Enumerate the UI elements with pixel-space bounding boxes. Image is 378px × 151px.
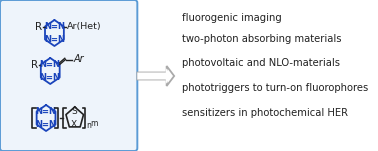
Text: n: n [86,121,91,130]
Text: m: m [90,119,98,128]
Text: N=N: N=N [44,35,65,44]
Polygon shape [137,66,174,86]
Text: N=N: N=N [44,22,65,31]
Text: phototriggers to turn-on fluorophores: phototriggers to turn-on fluorophores [182,83,368,93]
Text: N=N: N=N [36,107,57,116]
FancyBboxPatch shape [0,0,137,151]
Text: photovoltaic and NLO-materials: photovoltaic and NLO-materials [182,58,340,68]
Text: R: R [36,21,42,32]
Text: X: X [71,120,77,129]
Text: two-photon absorbing materials: two-photon absorbing materials [182,34,341,44]
Text: N=N: N=N [40,60,61,69]
Polygon shape [137,68,172,84]
Text: N=N: N=N [40,73,61,82]
Text: Ar(Het): Ar(Het) [67,22,102,31]
Text: R: R [31,59,38,69]
Text: N=N: N=N [36,120,57,129]
Text: Ar: Ar [73,55,84,64]
Text: sensitizers in photochemical HER: sensitizers in photochemical HER [182,108,348,118]
Text: fluorogenic imaging: fluorogenic imaging [182,13,282,23]
Text: S: S [72,108,77,116]
